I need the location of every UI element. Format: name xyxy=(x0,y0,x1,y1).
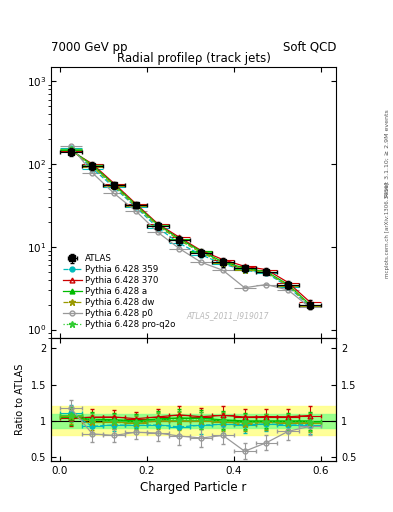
Text: Soft QCD: Soft QCD xyxy=(283,41,336,54)
Text: 7000 GeV pp: 7000 GeV pp xyxy=(51,41,128,54)
Legend: ATLAS, Pythia 6.428 359, Pythia 6.428 370, Pythia 6.428 a, Pythia 6.428 dw, Pyth: ATLAS, Pythia 6.428 359, Pythia 6.428 37… xyxy=(61,253,177,331)
Y-axis label: Ratio to ATLAS: Ratio to ATLAS xyxy=(15,364,25,435)
X-axis label: Charged Particle r: Charged Particle r xyxy=(140,481,247,494)
Text: mcplots.cern.ch [arXiv:1306.3436]: mcplots.cern.ch [arXiv:1306.3436] xyxy=(385,183,389,278)
Bar xyxy=(51,407,336,435)
Bar xyxy=(51,414,336,428)
Text: Rivet 3.1.10; ≥ 2.9M events: Rivet 3.1.10; ≥ 2.9M events xyxy=(385,110,389,198)
Title: Radial profileρ (track jets): Radial profileρ (track jets) xyxy=(117,52,270,66)
Text: ATLAS_2011_I919017: ATLAS_2011_I919017 xyxy=(187,311,269,321)
